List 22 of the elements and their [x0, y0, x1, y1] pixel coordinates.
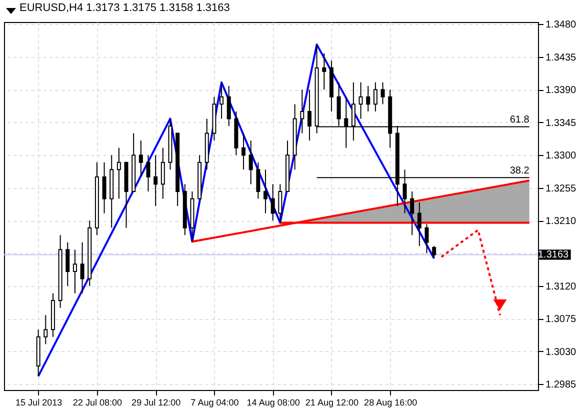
y-tick-label: 1.3120	[546, 282, 577, 292]
series-label: 38.2	[510, 166, 530, 177]
ref-line-label: 1.3163	[538, 250, 570, 261]
x-tick-label: 14 Aug 08:00	[246, 398, 300, 408]
y-tick-label: 1.3435	[546, 52, 577, 64]
x-tick-label: 15 Jul 2013	[16, 398, 62, 408]
y-tick-label: 1.3030	[546, 346, 577, 358]
y-tick-label: 1.3255	[546, 183, 577, 194]
chart-title: EURUSD,H4 1.3173 1.3175 1.3158 1.3163	[20, 2, 230, 14]
y-tick-label: 1.3390	[546, 85, 577, 96]
x-tick-label: 21 Aug 12:00	[305, 398, 358, 408]
y-tick-label: 1.3345	[546, 118, 577, 129]
x-tick-label: 7 Aug 04:00	[190, 398, 239, 408]
x-tick-label: 22 Jul 08:00	[72, 398, 122, 408]
x-tick-label: 28 Aug 16:00	[364, 398, 418, 408]
y-tick-label: 1.3210	[546, 216, 577, 228]
y-tick-label: 1.3300	[546, 150, 577, 162]
legend-label: 61.8	[510, 114, 530, 126]
x-tick-label: 29 Jul 12:00	[132, 398, 181, 408]
y-tick-label: 1.2985	[546, 380, 577, 391]
y-tick-label: 1.3480	[546, 20, 577, 31]
y-tick-label: 1.3075	[546, 314, 577, 326]
